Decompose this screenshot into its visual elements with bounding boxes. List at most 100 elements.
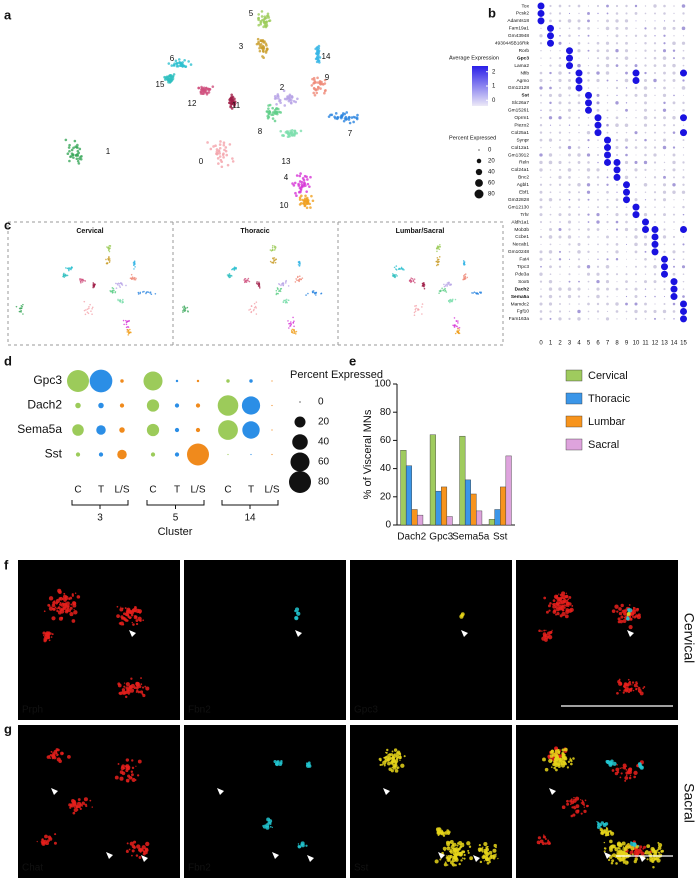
umap-cell	[296, 174, 299, 177]
umap-cell	[225, 154, 228, 157]
umap-cell	[220, 159, 223, 162]
umap-cell	[392, 275, 394, 277]
channel-label: Chat	[22, 863, 43, 874]
signal	[635, 688, 637, 690]
signal	[487, 846, 489, 848]
dot-background	[683, 199, 684, 200]
umap-cell	[286, 97, 289, 100]
umap-cell	[219, 140, 222, 143]
umap-cell	[143, 291, 145, 293]
dot-background	[606, 49, 609, 52]
umap-cell	[120, 282, 122, 284]
signal	[129, 616, 132, 619]
umap-cell	[134, 266, 136, 268]
dot-background	[587, 273, 590, 276]
group-label: C	[224, 485, 231, 496]
legend-title: Average Expression	[449, 55, 499, 61]
dot-background	[540, 117, 542, 119]
signal	[305, 845, 307, 847]
dot-background	[539, 79, 542, 82]
dot-background	[569, 199, 571, 201]
dot-background	[635, 50, 637, 52]
dot-background	[663, 109, 666, 112]
bar	[441, 487, 447, 525]
signal	[57, 757, 61, 761]
signal	[634, 857, 637, 860]
signal	[545, 838, 547, 840]
y-tick-label: 20	[380, 491, 392, 502]
umap-cell	[298, 281, 300, 283]
signal	[446, 846, 450, 850]
dot-background	[654, 288, 656, 290]
umap-cell	[414, 278, 416, 280]
legend-dot	[299, 401, 300, 402]
dot-background	[635, 5, 637, 7]
dot-background	[634, 235, 637, 238]
signal	[391, 762, 393, 764]
umap-cell	[292, 331, 294, 333]
umap-cell	[78, 162, 81, 165]
signal	[460, 859, 462, 861]
umap-cell	[276, 290, 278, 292]
dot-background	[635, 273, 637, 275]
dot-background	[559, 274, 560, 275]
umap-cell	[219, 143, 222, 146]
dot-background	[682, 221, 684, 223]
umap-cell	[299, 198, 302, 201]
dot-background	[634, 94, 637, 97]
signal	[546, 611, 549, 614]
signal	[49, 605, 51, 607]
dot-background	[682, 79, 684, 81]
umap-cell	[257, 283, 259, 285]
signal	[567, 766, 569, 768]
signal	[543, 597, 546, 600]
dot-background	[683, 147, 684, 148]
umap-cell	[410, 280, 412, 282]
umap-cell	[167, 81, 170, 84]
dot-background	[625, 161, 628, 164]
dot-background	[606, 42, 609, 45]
dot-background	[654, 273, 656, 275]
axis-title: Cluster	[158, 526, 193, 538]
dot-marker	[604, 144, 611, 151]
signal	[385, 752, 386, 753]
dot-background	[625, 5, 627, 7]
signal	[49, 837, 53, 841]
dot-background	[606, 258, 608, 260]
dot-background	[654, 303, 655, 304]
gene-label: Fam163a	[509, 316, 530, 322]
signal	[57, 607, 58, 608]
dot-background	[615, 101, 618, 104]
signal	[77, 595, 81, 599]
umap-cell	[85, 314, 87, 316]
umap-cell	[300, 279, 302, 281]
signal	[637, 608, 639, 610]
dot-background	[588, 50, 590, 52]
dot-background	[550, 50, 551, 51]
dot-background	[635, 117, 636, 118]
dot-background	[540, 124, 542, 126]
legend-tick-label: 20	[318, 417, 330, 428]
dot-background	[577, 317, 580, 320]
dot-background	[672, 191, 675, 194]
dot-background	[607, 102, 608, 103]
dot-background	[673, 49, 675, 51]
signal	[657, 842, 659, 844]
signal	[540, 839, 544, 843]
umap-cell	[265, 42, 268, 45]
umap-cell	[270, 261, 272, 263]
signal	[127, 688, 130, 691]
gene-label: Sema5a	[17, 422, 62, 436]
umap-cell	[316, 46, 319, 49]
dot-background	[644, 64, 646, 66]
bar	[495, 509, 501, 525]
dot-background	[664, 303, 666, 305]
signal	[43, 840, 47, 844]
dot-background	[588, 221, 590, 223]
signal	[566, 608, 570, 612]
signal	[49, 596, 53, 600]
umap-cell	[84, 280, 86, 282]
signal	[455, 857, 458, 860]
dot-background	[568, 5, 570, 7]
umap-cell	[217, 162, 220, 165]
